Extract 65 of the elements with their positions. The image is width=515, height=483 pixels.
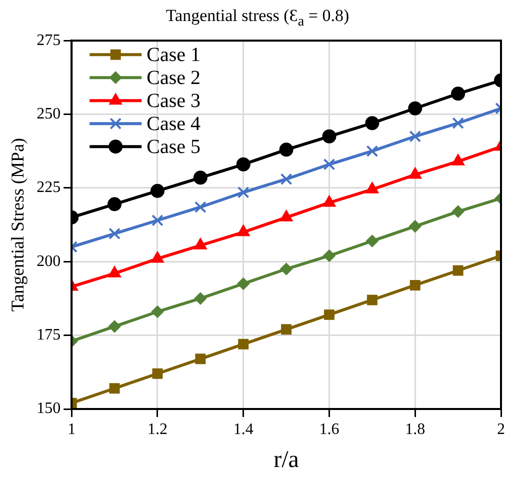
point [236, 157, 250, 172]
point [194, 292, 206, 304]
point [195, 354, 206, 364]
point [366, 182, 378, 194]
legend-label: Case 2 [146, 66, 200, 89]
point [151, 252, 164, 263]
point [452, 206, 464, 218]
point [323, 196, 336, 207]
legend-label: Case 3 [146, 90, 200, 112]
point [410, 280, 420, 290]
point [409, 130, 422, 142]
point [452, 154, 464, 166]
point [451, 86, 466, 101]
x-axis-title: r/a [274, 446, 300, 473]
point [366, 145, 378, 158]
point [324, 309, 334, 320]
point [108, 266, 121, 278]
x-tick-label: 1.8 [405, 420, 426, 438]
y-tick-label: 225 [36, 179, 61, 196]
point [237, 186, 250, 198]
point [152, 368, 163, 379]
point [366, 235, 378, 248]
point [194, 201, 206, 214]
y-tick-label: 200 [36, 252, 61, 270]
legend-label: Case 5 [146, 136, 200, 158]
point [408, 101, 422, 116]
point [150, 184, 164, 198]
chart-title: Tangential stress (Ɛ$_{a}$ = 0.8) [164, 6, 350, 30]
x-tick-label: 1.4 [233, 420, 254, 438]
point [108, 320, 121, 332]
point [237, 225, 250, 236]
point [323, 250, 336, 262]
x-tick-label: 1 [68, 420, 76, 438]
point [365, 116, 380, 130]
point [452, 265, 464, 276]
y-tick-label: 150 [36, 400, 61, 418]
point [237, 278, 250, 290]
point [108, 197, 122, 212]
point [366, 294, 378, 306]
point [408, 168, 422, 179]
point [323, 158, 336, 170]
point [108, 228, 120, 240]
y-tick-label: 275 [36, 32, 61, 49]
point [322, 129, 336, 144]
point [109, 383, 120, 394]
y-tick-label: 175 [36, 326, 61, 344]
x-tick-label: 2 [497, 420, 505, 438]
point [409, 220, 422, 232]
x-tick-label: 1.2 [147, 420, 168, 438]
point [279, 142, 294, 157]
point [152, 214, 164, 226]
point [281, 324, 292, 335]
point [238, 338, 249, 350]
legend-label: Case 4 [146, 112, 200, 135]
point [193, 170, 208, 185]
point [151, 306, 164, 318]
y-tick-label: 250 [36, 105, 61, 122]
point [280, 210, 292, 222]
point [194, 238, 207, 250]
point [280, 173, 292, 186]
y-axis-title: Tangential Stress (MPa) [8, 138, 28, 312]
point [452, 117, 464, 130]
x-tick-label: 1.6 [319, 420, 340, 438]
legend-label: Case 1 [146, 44, 200, 66]
point [280, 263, 292, 276]
